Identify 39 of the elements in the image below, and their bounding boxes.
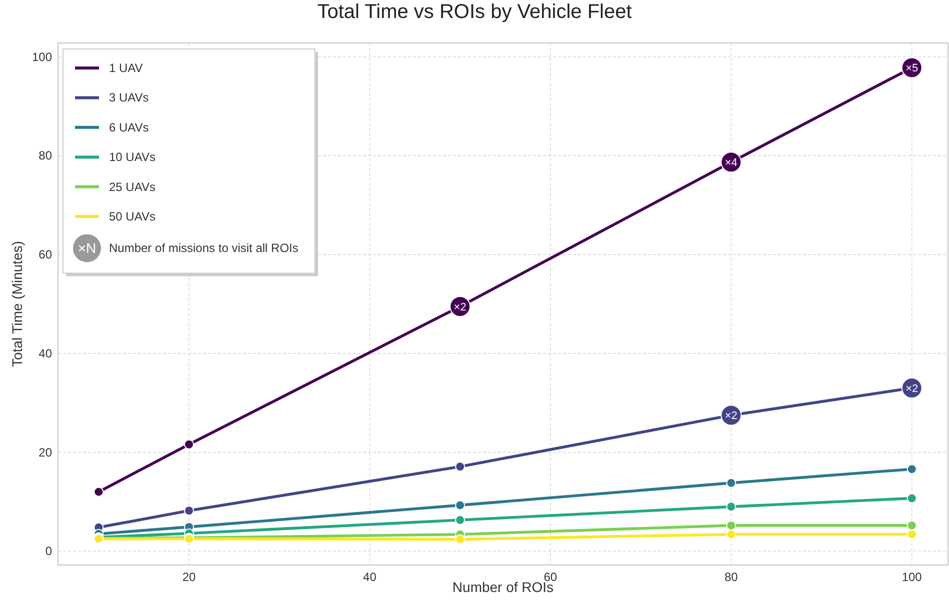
- point: [455, 534, 466, 544]
- legend-label: 25 UAVs: [109, 180, 156, 194]
- x-tick-label: 80: [724, 570, 738, 584]
- point: [906, 520, 917, 530]
- x-tick-label: 60: [544, 570, 558, 584]
- y-axis-title: Total Time (Minutes): [9, 240, 25, 368]
- point: [726, 478, 736, 488]
- annotation: ×N: [78, 240, 96, 256]
- y-tick-label: 100: [32, 50, 52, 64]
- point: [726, 520, 736, 530]
- point: [726, 529, 736, 540]
- point: [906, 464, 917, 474]
- legend-label: 50 UAVs: [109, 210, 156, 224]
- annotation: ×4: [724, 157, 738, 170]
- point: [726, 502, 736, 512]
- legend-label: 3 UAVs: [109, 90, 149, 105]
- chart-title: Total Time vs ROIs by Vehicle Fleet: [317, 1, 632, 23]
- annotation: Number of missions to visit all ROIs: [109, 241, 298, 256]
- annotation: ×2: [454, 301, 466, 314]
- annotation: ×2: [906, 383, 918, 396]
- point: [455, 462, 466, 472]
- point: [906, 493, 917, 504]
- annotation: ×2: [724, 410, 738, 422]
- point: [455, 515, 466, 526]
- point: [184, 506, 194, 516]
- legend-label: 10 UAVs: [109, 150, 156, 164]
- point: [455, 500, 466, 510]
- point: [906, 529, 917, 540]
- y-tick-label: 20: [38, 445, 52, 460]
- x-tick-label: 100: [902, 570, 922, 584]
- legend-label: 1 UAV: [109, 61, 143, 75]
- x-tick-label: 20: [182, 570, 196, 584]
- y-tick-label: 80: [38, 148, 52, 163]
- y-tick-label: 60: [38, 248, 52, 262]
- y-tick-label: 0: [45, 544, 52, 558]
- x-tick-label: 40: [363, 570, 377, 584]
- legend-label: 6 UAVs: [109, 120, 149, 134]
- y-tick-label: 40: [38, 346, 52, 360]
- annotation: ×5: [906, 62, 918, 75]
